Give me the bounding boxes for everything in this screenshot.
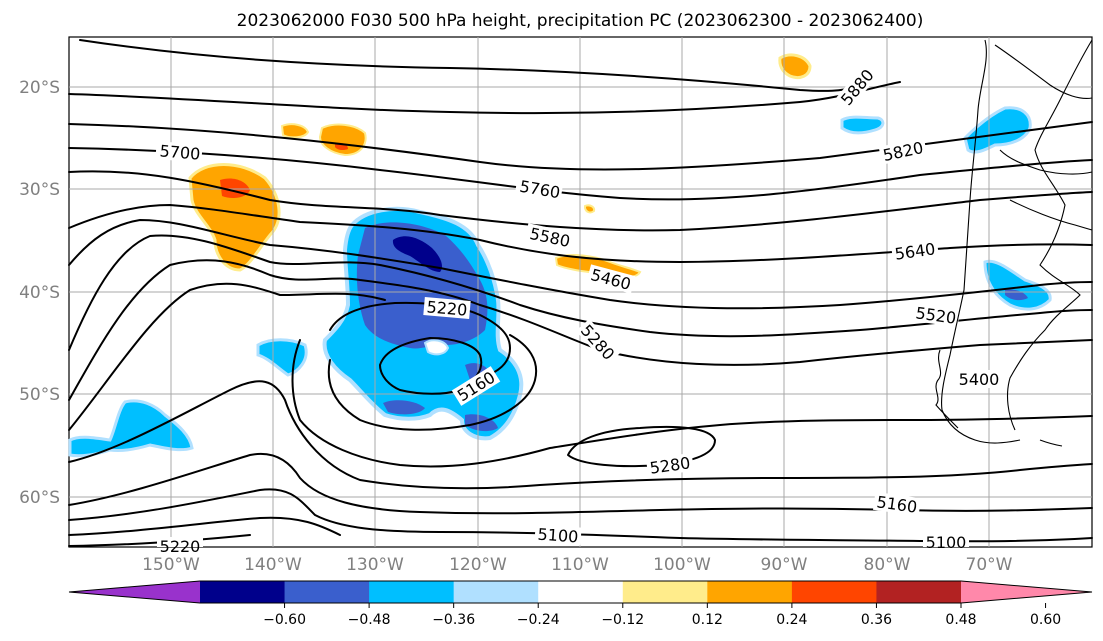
- lon-label-110w: 110°W: [551, 555, 609, 575]
- colorbar-extend-low: [69, 581, 200, 603]
- map-panel: 5880 5820 5700 5760 5580 5640 5460 5220 …: [68, 36, 1093, 556]
- colorbar-tick-label: 0.24: [776, 612, 807, 628]
- colorbar-swatch: [200, 581, 286, 603]
- lat-label-30s: 30°S: [19, 180, 60, 200]
- colorbar-extend-high: [961, 581, 1092, 603]
- colorbar-swatch: [876, 581, 962, 603]
- colorbar-tick-label: 0.12: [692, 612, 723, 628]
- colorbar-tick-label: 0.48: [945, 612, 976, 628]
- colorbar-swatch: [622, 581, 708, 603]
- lon-label-90w: 90°W: [761, 555, 808, 575]
- lat-label-60s: 60°S: [19, 488, 60, 508]
- lon-label-150w: 150°W: [142, 555, 200, 575]
- lon-label-100w: 100°W: [653, 555, 711, 575]
- colorbar-tick-label: −0.12: [601, 612, 644, 628]
- lat-label-40s: 40°S: [19, 283, 60, 303]
- lat-lon-grid: [69, 37, 1092, 547]
- colorbar-swatch: [791, 581, 877, 603]
- south-america-coastline: [935, 39, 1093, 447]
- contour-label-5100: 5100: [537, 525, 579, 547]
- colorbar-outline: [68, 580, 1093, 604]
- colorbar-tick-label: 0.36: [861, 612, 892, 628]
- map-title: 2023062000 F030 500 hPa height, precipit…: [237, 11, 924, 31]
- colorbar-tick-label: −0.24: [517, 612, 560, 628]
- height-contours: [68, 39, 1093, 547]
- colorbar: −0.60 −0.48 −0.36 −0.24 −0.12 0.12 0.24 0.36 0.4…: [68, 580, 1093, 628]
- lon-label-70w: 70°W: [966, 555, 1013, 575]
- contour-label-5100-east: 5100: [926, 533, 967, 552]
- latitude-labels: 20°S 30°S 40°S 50°S 60°S: [19, 78, 60, 508]
- colorbar-swatch: [284, 581, 370, 603]
- colorbar-swatch: [369, 581, 455, 603]
- colorbar-tick-label: 0.60: [1030, 612, 1061, 628]
- longitude-labels: 150°W 140°W 130°W 120°W 110°W 100°W 90°W…: [142, 555, 1013, 575]
- precip-positive: [188, 53, 812, 278]
- lon-label-140w: 140°W: [244, 555, 302, 575]
- lon-label-120w: 120°W: [449, 555, 507, 575]
- colorbar-swatch: [453, 581, 539, 603]
- contour-label-5700: 5700: [159, 141, 201, 163]
- colorbar-tick-label: −0.36: [432, 612, 475, 628]
- contour-label-5400: 5400: [959, 370, 1000, 389]
- lon-label-80w: 80°W: [864, 555, 911, 575]
- colorbar-swatch: [538, 581, 624, 603]
- lon-label-130w: 130°W: [346, 555, 404, 575]
- colorbar-swatch: [707, 581, 793, 603]
- colorbar-tick-label: −0.60: [263, 612, 306, 628]
- colorbar-tick-label: −0.48: [348, 612, 391, 628]
- lat-label-50s: 50°S: [19, 385, 60, 405]
- contour-label-5220-south: 5220: [160, 537, 201, 556]
- lat-label-20s: 20°S: [19, 78, 60, 98]
- contour-label-5220: 5220: [426, 297, 468, 319]
